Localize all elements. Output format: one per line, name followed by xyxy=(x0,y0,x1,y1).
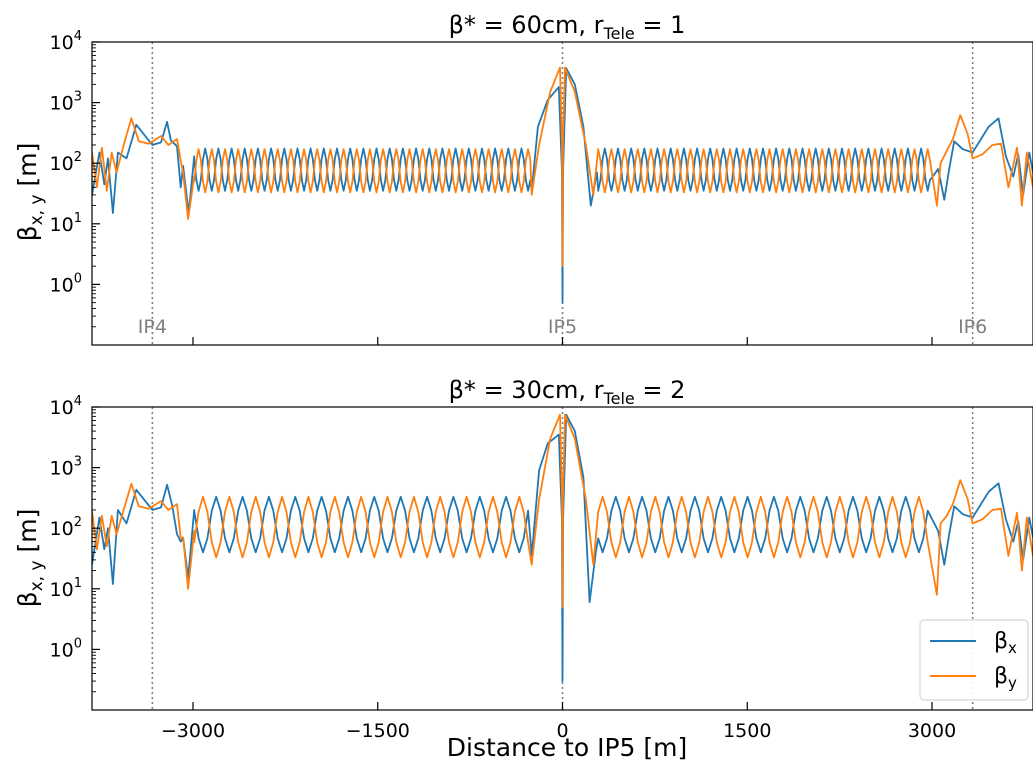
y-tick-label: 100 xyxy=(50,636,82,661)
ip-label-ip4: IP4 xyxy=(138,316,167,338)
y-tick-label: 102 xyxy=(50,150,82,175)
y-tick-label: 101 xyxy=(50,211,82,236)
y-tick-label: 100 xyxy=(50,271,82,296)
series-line-bx xyxy=(92,67,1033,304)
top-panel: 100 101 102 103 104 IP4 IP5 IP6 β* = 60cm, rTe… xyxy=(13,11,1033,346)
y-tick-label: 104 xyxy=(50,29,82,54)
series-line-by xyxy=(92,413,1033,608)
x-tick-label: −1500 xyxy=(346,720,410,742)
y-tick-label: 103 xyxy=(50,455,82,480)
x-tick-label: 1500 xyxy=(723,720,771,742)
y-tick-label: 101 xyxy=(50,576,82,601)
x-tick-label: 0 xyxy=(556,720,568,742)
y-tick-label: 103 xyxy=(50,90,82,115)
x-tick-label: 3000 xyxy=(908,720,956,742)
ip-label-ip6: IP6 xyxy=(958,316,987,338)
series-line-by xyxy=(92,66,1033,268)
ip-labels: IP4 IP5 IP6 xyxy=(138,316,987,338)
legend-label-by: βy xyxy=(994,664,1017,692)
series-lines xyxy=(92,413,1033,682)
legend: βx βy xyxy=(919,619,1029,701)
axis-ticks: 100 101 102 103 104 xyxy=(50,29,933,345)
axis-ticks: −3000 −1500 0 1500 3000 100 101 102 103 104 xyxy=(50,394,957,742)
y-axis-label: βx, y [m] xyxy=(13,509,47,608)
y-tick-label: 102 xyxy=(50,515,82,540)
panel-title: β* = 30cm, rTele = 2 xyxy=(449,376,686,408)
y-tick-label: 104 xyxy=(50,394,82,419)
y-axis-label: βx, y [m] xyxy=(13,143,47,242)
series-lines xyxy=(92,66,1033,304)
x-tick-label: −3000 xyxy=(161,720,225,742)
x-axis-label: Distance to IP5 [m] xyxy=(447,733,687,762)
panel-title: β* = 60cm, rTele = 1 xyxy=(449,11,686,43)
ip-label-ip5: IP5 xyxy=(548,316,577,338)
bottom-panel: −3000 −1500 0 1500 3000 100 101 102 103 104 β* = … xyxy=(13,376,1033,762)
legend-label-bx: βx xyxy=(994,629,1017,657)
